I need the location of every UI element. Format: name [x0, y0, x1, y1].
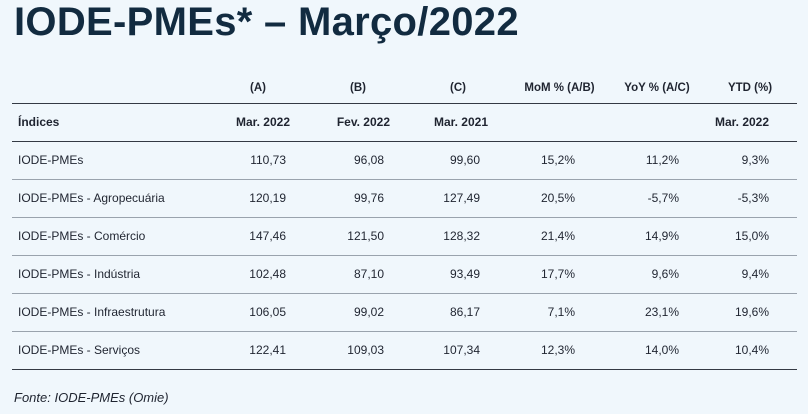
table-cell: 21,4% [508, 217, 611, 256]
table-row: IODE-PMEs - Agropecuária 120,19 99,76 12… [12, 179, 797, 218]
table-cell-index: IODE-PMEs - Indústria [12, 255, 208, 294]
table-cell: 10,4% [703, 331, 797, 370]
column-letter: (C) [408, 73, 508, 104]
table-row: IODE-PMEs - Infraestrutura 106,05 99,02 … [12, 293, 797, 332]
table-cell: 12,3% [508, 331, 611, 370]
table-cell: 19,6% [703, 293, 797, 332]
table-cell: 96,08 [308, 141, 408, 180]
column-header: Mar. 2021 [408, 103, 508, 142]
table-cell: 93,49 [408, 255, 508, 294]
table-cell: 107,34 [408, 331, 508, 370]
table-cell: 11,2% [611, 141, 703, 180]
table-cell: 17,7% [508, 255, 611, 294]
table-cell: 127,49 [408, 179, 508, 218]
column-letter [12, 73, 208, 104]
table-cell: 147,46 [208, 217, 308, 256]
table-cell: 109,03 [308, 331, 408, 370]
column-letter: YTD (%) [703, 73, 797, 104]
indices-table: (A) (B) (C) MoM % (A/B) YoY % (A/C) YTD … [12, 73, 797, 370]
column-header: Índices [12, 103, 208, 142]
table-row: IODE-PMEs - Comércio 147,46 121,50 128,3… [12, 217, 797, 256]
column-header: Mar. 2022 [208, 103, 308, 142]
column-letter: (A) [208, 73, 308, 104]
column-letter: (B) [308, 73, 408, 104]
table-cell: 15,0% [703, 217, 797, 256]
table-cell-index: IODE-PMEs - Agropecuária [12, 179, 208, 218]
table-cell-index: IODE-PMEs [12, 141, 208, 180]
table-row: IODE-PMEs - Serviços 122,41 109,03 107,3… [12, 331, 797, 370]
column-letter-row: (A) (B) (C) MoM % (A/B) YoY % (A/C) YTD … [12, 73, 797, 104]
column-header [611, 103, 703, 142]
table-cell: 99,60 [408, 141, 508, 180]
table-cell: 15,2% [508, 141, 611, 180]
table-row: IODE-PMEs 110,73 96,08 99,60 15,2% 11,2%… [12, 141, 797, 180]
table-cell: 14,0% [611, 331, 703, 370]
table-cell: 23,1% [611, 293, 703, 332]
table-cell: 122,41 [208, 331, 308, 370]
table-cell: 106,05 [208, 293, 308, 332]
page-title: IODE-PMEs* – Março/2022 [14, 0, 519, 44]
table-cell: 9,4% [703, 255, 797, 294]
table-cell: 14,9% [611, 217, 703, 256]
table-cell: 120,19 [208, 179, 308, 218]
column-header-row: Índices Mar. 2022 Fev. 2022 Mar. 2021 Ma… [12, 103, 797, 142]
table-cell: 9,3% [703, 141, 797, 180]
column-letter: YoY % (A/C) [611, 73, 703, 104]
table-cell-index: IODE-PMEs - Infraestrutura [12, 293, 208, 332]
table-cell: -5,7% [611, 179, 703, 218]
column-header [508, 103, 611, 142]
table-row: IODE-PMEs - Indústria 102,48 87,10 93,49… [12, 255, 797, 294]
table-cell: 110,73 [208, 141, 308, 180]
table-cell: 121,50 [308, 217, 408, 256]
table-cell: 87,10 [308, 255, 408, 294]
table-cell-index: IODE-PMEs - Comércio [12, 217, 208, 256]
table-cell: 7,1% [508, 293, 611, 332]
table-cell: 86,17 [408, 293, 508, 332]
column-letter: MoM % (A/B) [508, 73, 611, 104]
table-cell: 128,32 [408, 217, 508, 256]
table-cell-index: IODE-PMEs - Serviços [12, 331, 208, 370]
column-header: Mar. 2022 [703, 103, 797, 142]
table-cell: 99,76 [308, 179, 408, 218]
table-cell: -5,3% [703, 179, 797, 218]
table-cell: 102,48 [208, 255, 308, 294]
table-cell: 99,02 [308, 293, 408, 332]
column-header: Fev. 2022 [308, 103, 408, 142]
table-cell: 9,6% [611, 255, 703, 294]
source-note: Fonte: IODE-PMEs (Omie) [14, 390, 169, 405]
table-cell: 20,5% [508, 179, 611, 218]
